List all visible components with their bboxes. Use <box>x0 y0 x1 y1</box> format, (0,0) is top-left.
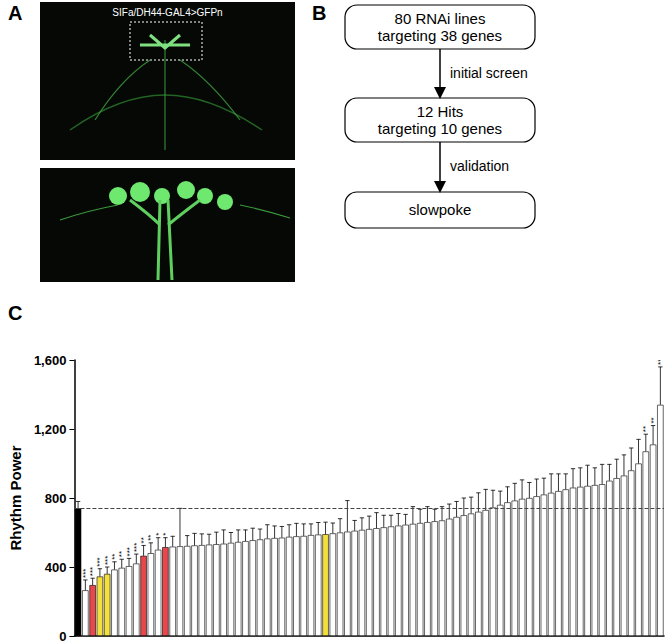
svg-text:0: 0 <box>59 629 66 644</box>
svg-text:slowpoke: slowpoke <box>409 201 472 218</box>
svg-text:validation: validation <box>450 158 509 174</box>
svg-text:1,200: 1,200 <box>34 422 67 437</box>
svg-text:targeting 10 genes: targeting 10 genes <box>378 120 502 137</box>
svg-text:400: 400 <box>45 560 67 575</box>
svg-text:Rhythm Power: Rhythm Power <box>7 445 24 550</box>
svg-text:800: 800 <box>45 491 67 506</box>
svg-text:80 RNAi lines: 80 RNAi lines <box>395 10 486 27</box>
svg-text:B: B <box>312 2 326 24</box>
svg-text:A: A <box>8 2 22 24</box>
svg-text:***: *** <box>88 567 97 576</box>
svg-text:targeting 38 genes: targeting 38 genes <box>378 27 502 44</box>
html-text:C: C <box>8 302 23 324</box>
svg-text:**: ** <box>641 426 650 432</box>
svg-text:12 Hits: 12 Hits <box>417 103 464 120</box>
svg-text:**: ** <box>649 417 658 423</box>
svg-text:*: * <box>161 533 170 536</box>
svg-text:1,600: 1,600 <box>34 353 67 368</box>
svg-text:***: *** <box>656 356 665 365</box>
svg-text:SIFa/DH44-GAL4>GFPn: SIFa/DH44-GAL4>GFPn <box>112 7 222 18</box>
svg-text:initial screen: initial screen <box>450 65 528 81</box>
